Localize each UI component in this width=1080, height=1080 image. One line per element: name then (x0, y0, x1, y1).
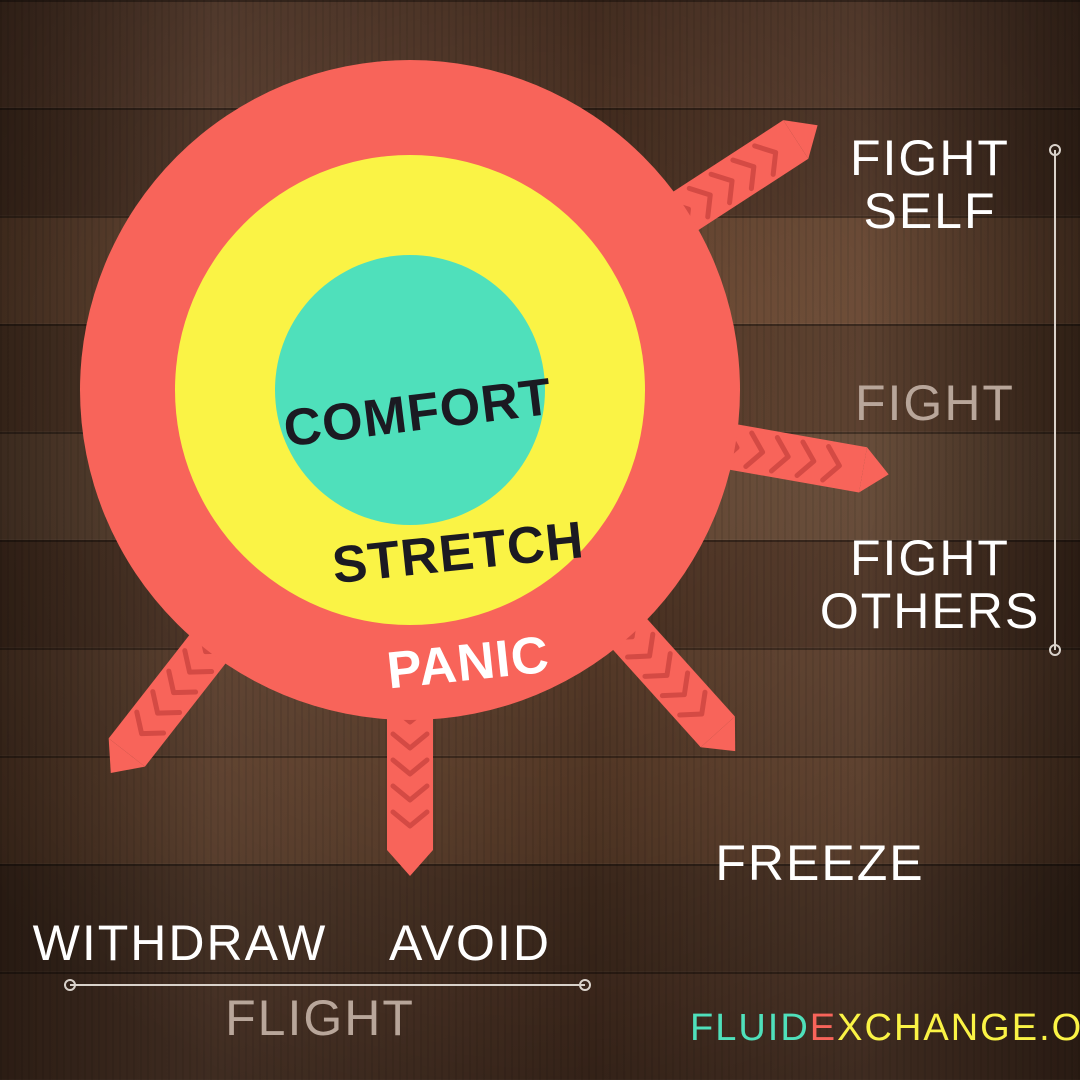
label-fight-others-2: OTHERS (820, 583, 1040, 639)
credit-part: E (810, 1007, 837, 1049)
label-freeze: FREEZE (715, 835, 924, 891)
category-label-flight: FLIGHT (225, 990, 415, 1046)
credit-part: FLUID (690, 1007, 810, 1049)
diagram-svg: COMFORTSTRETCHPANIC FIGHTSELFFIGHTOTHERS… (0, 0, 1080, 1080)
label-fight-others-1: FIGHT (850, 530, 1010, 586)
credit-text: FLUIDEXCHANGE.ORG (690, 1007, 1080, 1049)
credit-part: XCHANGE.ORG (837, 1007, 1080, 1049)
label-fight-self-1: FIGHT (850, 130, 1010, 186)
label-fight-self-2: SELF (863, 183, 996, 239)
label-avoid: AVOID (389, 915, 551, 971)
label-withdraw: WITHDRAW (33, 915, 328, 971)
category-label-fight: FIGHT (855, 375, 1015, 431)
